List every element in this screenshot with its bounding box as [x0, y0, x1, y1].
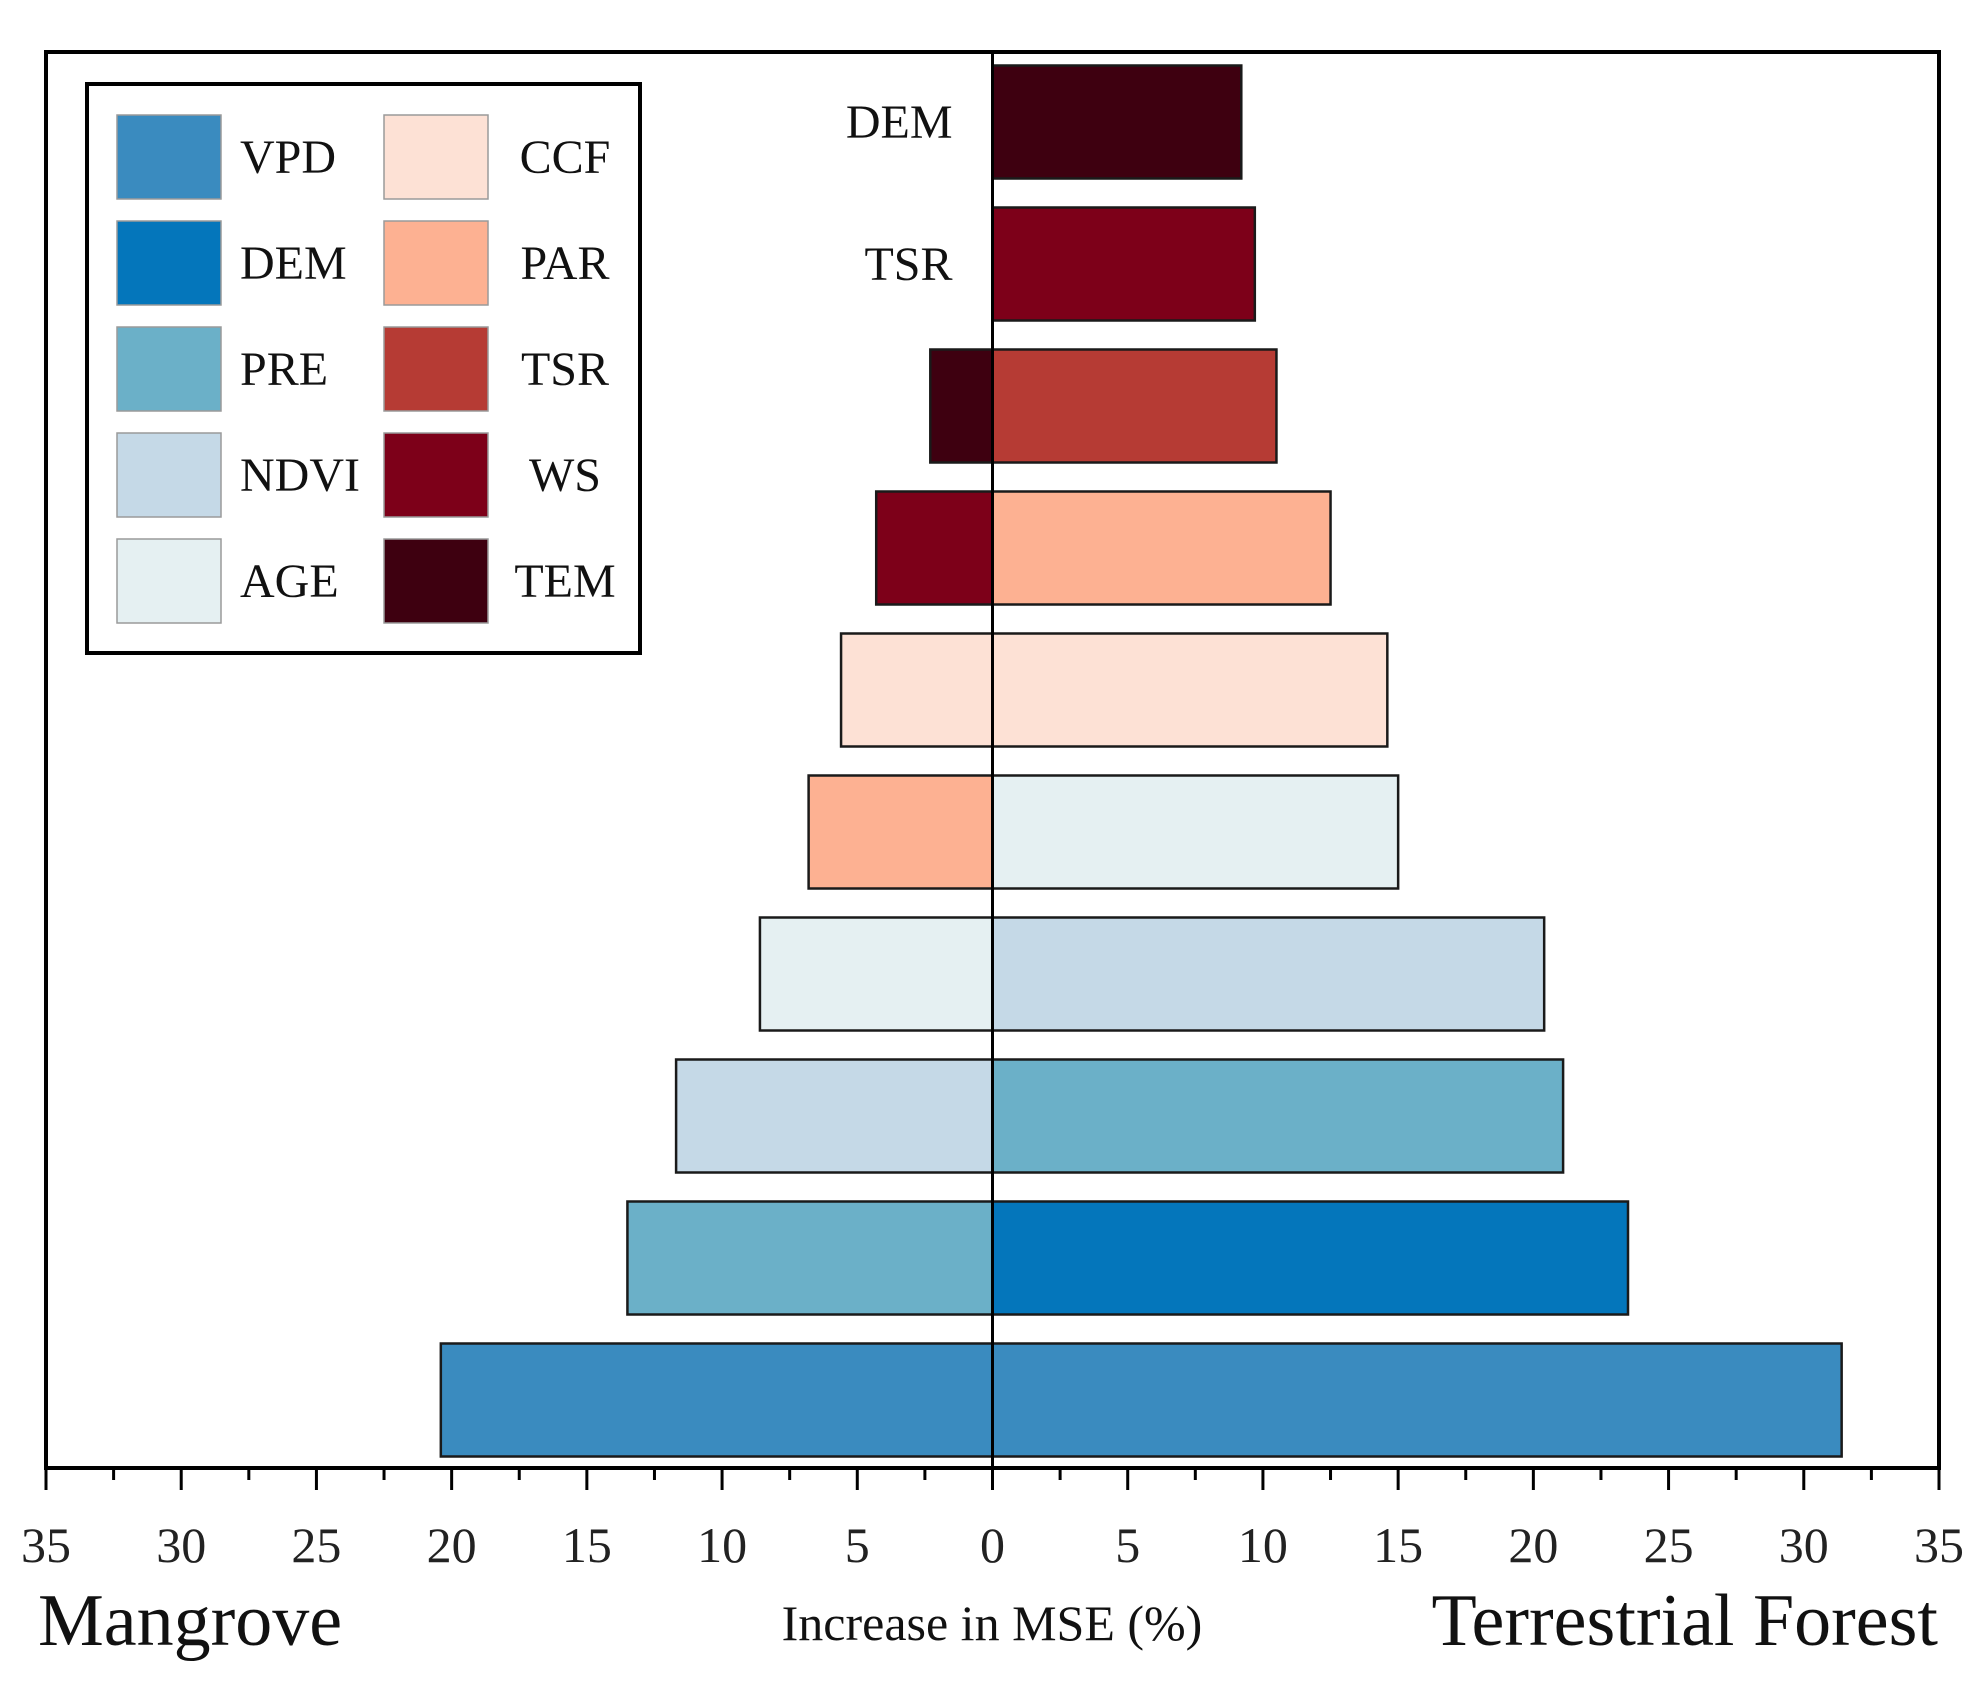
terrestrial-bar-pre [991, 1058, 1565, 1174]
x-tick-label: 20 [1508, 1517, 1558, 1573]
legend-label-dem: DEM [240, 237, 347, 290]
terrestrial-bar-age [991, 774, 1400, 890]
left-side-label: Mangrove [38, 1580, 342, 1662]
mangrove-bar-ndvi [674, 1058, 994, 1174]
right-side-label: Terrestrial Forest [1432, 1580, 1939, 1662]
terrestrial-bar-par [991, 490, 1332, 606]
legend-label-tem: TEM [514, 555, 615, 608]
mangrove-bar-vpd [439, 1342, 994, 1458]
mangrove-bar-par [807, 774, 994, 890]
legend-swatch-par [383, 220, 489, 306]
mangrove-bar-ccf [839, 632, 994, 748]
legend-swatch-age [116, 538, 222, 624]
legend-swatch-dem [116, 220, 222, 306]
terrestrial-bar-dem [991, 1200, 1630, 1316]
legend-swatch-pre [116, 326, 222, 412]
mangrove-bar-tem [929, 348, 994, 464]
x-tick-label: 5 [1115, 1517, 1140, 1573]
terrestrial-bar-ws [991, 206, 1257, 322]
legend-label-ccf: CCF [520, 131, 611, 184]
legend-label-vpd: VPD [240, 131, 336, 184]
x-tick-label: 30 [1779, 1517, 1829, 1573]
terrestrial-bar-tem [991, 64, 1243, 180]
terrestrial-bar-vpd [991, 1342, 1843, 1458]
x-tick-label: 25 [291, 1517, 341, 1573]
legend: VPD DEM PRE NDVI AGE CCF PAR TSR WS TEM [85, 82, 642, 655]
mangrove-bar-ws [874, 490, 994, 606]
x-tick-label: 35 [1914, 1517, 1964, 1573]
x-tick-label: 25 [1644, 1517, 1694, 1573]
terrestrial-bar-tsr [991, 348, 1278, 464]
bar-label-tsr: TSR [864, 238, 952, 291]
terrestrial-forest-bars [991, 64, 1843, 1458]
x-tick-label: 15 [1373, 1517, 1423, 1573]
x-tick-label: 20 [427, 1517, 477, 1573]
mangrove-bar-age [758, 916, 994, 1032]
x-tick-label: 10 [697, 1517, 747, 1573]
terrestrial-bar-ndvi [991, 916, 1546, 1032]
x-tick-label: 10 [1238, 1517, 1288, 1573]
legend-swatch-tem [383, 538, 489, 624]
terrestrial-bar-ccf [991, 632, 1389, 748]
mangrove-bars [439, 348, 994, 1458]
legend-label-ws: WS [529, 449, 601, 502]
x-axis-label: Increase in MSE (%) [782, 1595, 1203, 1651]
legend-label-par: PAR [521, 237, 610, 290]
bar-label-dem: DEM [846, 96, 953, 149]
x-tick-label: 15 [562, 1517, 612, 1573]
legend-label-pre: PRE [240, 343, 328, 396]
legend-label-ndvi: NDVI [240, 449, 360, 502]
legend-label-age: AGE [240, 555, 339, 608]
legend-swatch-ws [383, 432, 489, 518]
legend-swatch-vpd [116, 114, 222, 200]
x-tick-label: 35 [21, 1517, 71, 1573]
x-tick-label: 0 [980, 1517, 1005, 1573]
x-axis-tick-labels: 35 30 25 20 15 10 5 0 5 10 15 20 25 30 35 [21, 1517, 1964, 1573]
bar-labels: TSR DEM [846, 96, 953, 291]
legend-swatch-ndvi [116, 432, 222, 518]
mangrove-bar-pre [626, 1200, 994, 1316]
legend-swatch-tsr [383, 326, 489, 412]
legend-label-tsr: TSR [521, 343, 609, 396]
legend-swatch-ccf [383, 114, 489, 200]
x-tick-label: 5 [845, 1517, 870, 1573]
x-axis-ticks [44, 1468, 1941, 1490]
x-tick-label: 30 [156, 1517, 206, 1573]
